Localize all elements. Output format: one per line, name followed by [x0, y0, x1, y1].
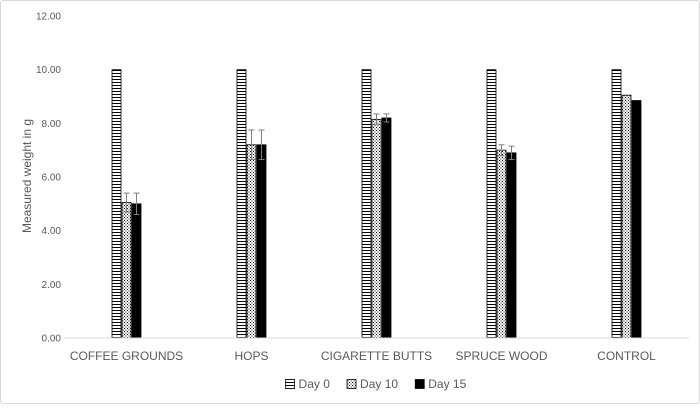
y-tick-label: 4.00 — [42, 226, 62, 237]
legend: Day 0 Day 10 Day 15 — [285, 377, 467, 391]
bar-day-0 — [486, 69, 497, 339]
bar-day-10 — [496, 149, 507, 339]
bar-day-15 — [256, 144, 267, 339]
x-tick-label: COFFEE GROUNDS — [70, 349, 183, 363]
y-axis-ticks: 0.00 2.00 4.00 6.00 8.00 10.00 12.00 — [36, 12, 61, 345]
bar-day-0 — [111, 69, 122, 339]
y-tick-label: 6.00 — [42, 173, 62, 184]
legend-label-day-10: Day 10 — [360, 377, 398, 391]
legend-swatch-day-15 — [414, 379, 425, 389]
bar-day-0 — [236, 69, 247, 339]
x-tick-label: CIGARETTE BUTTS — [321, 349, 432, 363]
y-axis-title: Measured weight in g — [20, 119, 34, 233]
bar-day-10 — [246, 144, 257, 339]
y-tick-label: 8.00 — [42, 119, 62, 130]
y-tick-label: 0.00 — [42, 334, 62, 345]
bar-day-0 — [361, 69, 372, 339]
legend-label-day-15: Day 15 — [428, 377, 466, 391]
bar-day-0 — [611, 69, 622, 339]
x-tick-label: SPRUCE WOOD — [455, 349, 547, 363]
x-tick-label: CONTROL — [597, 349, 656, 363]
x-axis-category-labels: COFFEE GROUNDS HOPS CIGARETTE BUTTS SPRUCE … — [70, 349, 656, 363]
bar-day-15 — [631, 100, 642, 339]
legend-swatch-day-10 — [346, 379, 357, 389]
bar-day-15 — [131, 203, 142, 339]
bar-day-10 — [621, 94, 632, 339]
y-tick-label: 2.00 — [42, 280, 62, 291]
x-tick-label: HOPS — [234, 349, 268, 363]
bar-day-15 — [381, 117, 392, 339]
legend-label-day-0: Day 0 — [299, 377, 331, 391]
bar-day-15 — [506, 152, 517, 339]
y-tick-label: 12.00 — [36, 12, 61, 23]
bars — [111, 69, 642, 339]
legend-swatch-day-0 — [285, 379, 295, 389]
bar-day-10 — [121, 202, 132, 339]
bar-day-10 — [371, 118, 382, 339]
y-tick-label: 10.00 — [36, 65, 61, 76]
